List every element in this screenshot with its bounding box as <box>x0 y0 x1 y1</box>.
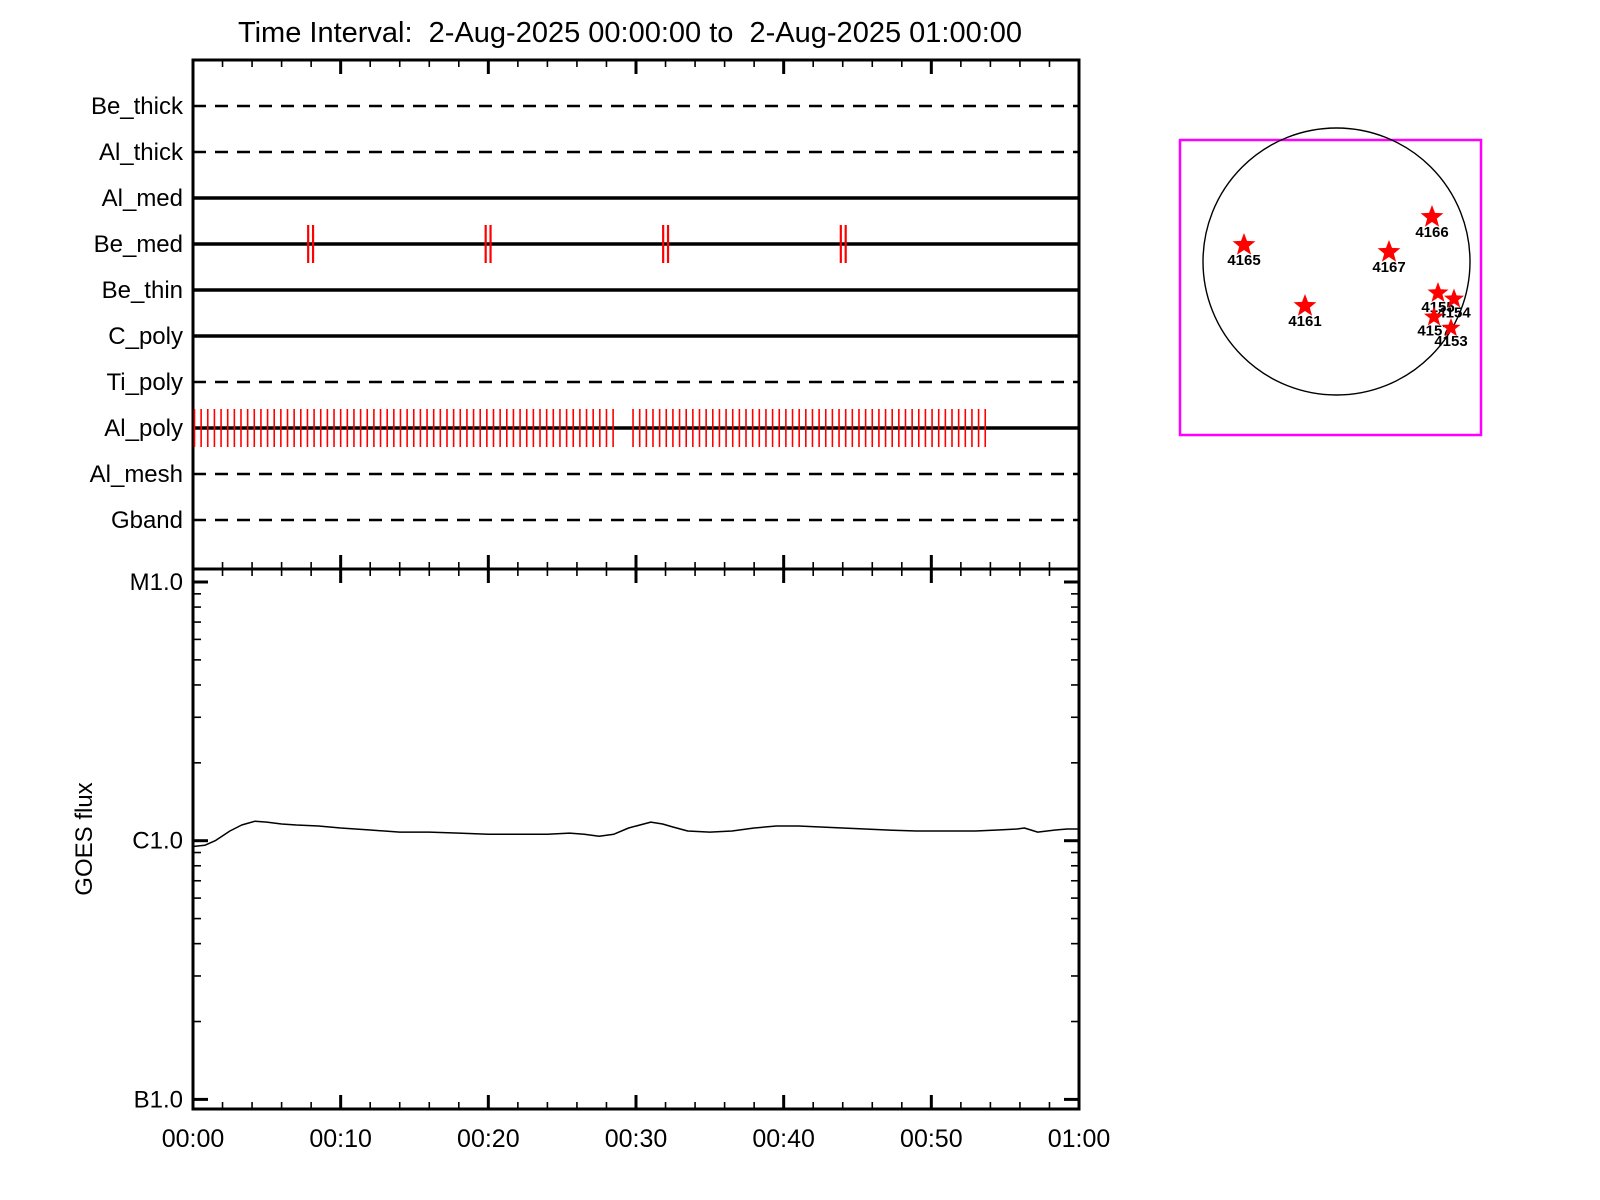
filter-row-C_poly: C_poly <box>108 323 1079 350</box>
filter-label-Be_thin: Be_thin <box>102 277 183 304</box>
filter-row-Gband: Gband <box>111 507 1079 534</box>
active-region-star-4161 <box>1293 294 1317 316</box>
filter-label-Al_poly: Al_poly <box>104 415 183 442</box>
active-region-star-4167 <box>1377 240 1401 262</box>
active-region-4155: 4155 <box>1421 282 1455 316</box>
x-tick-label-00:00: 00:00 <box>162 1125 225 1153</box>
active-region-4166: 4166 <box>1415 205 1449 241</box>
x-tick-label-00:10: 00:10 <box>309 1125 372 1153</box>
filter-row-Al_mesh: Al_mesh <box>90 461 1079 488</box>
active-region-star-4155 <box>1427 282 1449 302</box>
goes-flux-panel: M1.0 C1.0 B1.0 00:00 00:10 00:20 00:30 00:40 00:… <box>130 567 1111 1153</box>
active-region-star-4153 <box>1441 318 1461 337</box>
active-region-star-4166 <box>1420 205 1444 227</box>
filter-label-Gband: Gband <box>111 507 183 534</box>
goes-ytick-label-B1.0: B1.0 <box>134 1086 183 1113</box>
filter-label-Al_med: Al_med <box>102 185 183 212</box>
active-region-4161: 4161 <box>1288 294 1322 330</box>
active-region-4165: 4165 <box>1227 233 1261 269</box>
active-region-4167: 4167 <box>1372 240 1406 276</box>
active-region-4153: 4153 <box>1434 318 1468 350</box>
filter-timeline-panel: Be_thick Al_thick Al_med Be_med Be_thin C_pol… <box>90 58 1081 571</box>
filter-row-Ti_poly: Ti_poly <box>107 369 1079 396</box>
active-region-label-4153: 4153 <box>1434 333 1467 350</box>
active-region-label-4166: 4166 <box>1415 224 1448 241</box>
x-tick-label-00:50: 00:50 <box>900 1125 963 1153</box>
plot-title: Time Interval: 2-Aug-2025 00:00:00 to 2-… <box>238 17 1022 49</box>
goes-flux-curve <box>192 820 1079 848</box>
filter-row-Be_med: Be_med <box>94 225 1079 263</box>
filter-row-Be_thick: Be_thick <box>91 93 1079 120</box>
active-region-label-4157: 4157 <box>1417 323 1450 340</box>
active-region-label-4155: 4155 <box>1421 299 1454 316</box>
filter-label-Be_thick: Be_thick <box>91 93 184 120</box>
goes-panel-border <box>191 567 1081 1111</box>
filter-row-Al_thick: Al_thick <box>99 139 1079 166</box>
goes-y-axis-title: GOES flux <box>71 782 98 895</box>
active-region-4157: 4157 <box>1417 306 1451 340</box>
filter-label-Be_med: Be_med <box>94 231 183 258</box>
x-tick-label-00:20: 00:20 <box>457 1125 520 1153</box>
filter-row-Be_thin: Be_thin <box>102 277 1079 304</box>
goes-ytick-label-C1.0: C1.0 <box>132 828 183 855</box>
active-region-label-4167: 4167 <box>1372 259 1405 276</box>
x-tick-label-00:30: 00:30 <box>605 1125 668 1153</box>
filter-row-Al_med: Al_med <box>102 185 1079 212</box>
active-region-star-4154 <box>1444 288 1464 308</box>
filter-label-C_poly: C_poly <box>108 323 183 350</box>
filter-label-Ti_poly: Ti_poly <box>107 369 183 396</box>
filter-row-Al_poly: Al_poly <box>104 409 1079 447</box>
x-tick-label-00:40: 00:40 <box>752 1125 815 1153</box>
inset-border-box <box>1178 138 1483 437</box>
active-region-label-4165: 4165 <box>1227 252 1260 269</box>
x-tick-label-01:00: 01:00 <box>1048 1125 1111 1153</box>
solar-limb-circle <box>1202 127 1471 396</box>
active-region-4154: 4154 <box>1437 288 1471 322</box>
active-region-label-4161: 4161 <box>1288 313 1321 330</box>
active-region-label-4154: 4154 <box>1437 305 1471 322</box>
goes-ytick-label-M1.0: M1.0 <box>130 569 183 596</box>
active-region-star-4157 <box>1424 306 1444 326</box>
filter-panel-border <box>191 58 1081 571</box>
active-region-star-4165 <box>1232 233 1256 255</box>
filter-label-Al_mesh: Al_mesh <box>90 461 183 488</box>
filter-label-Al_thick: Al_thick <box>99 139 184 166</box>
